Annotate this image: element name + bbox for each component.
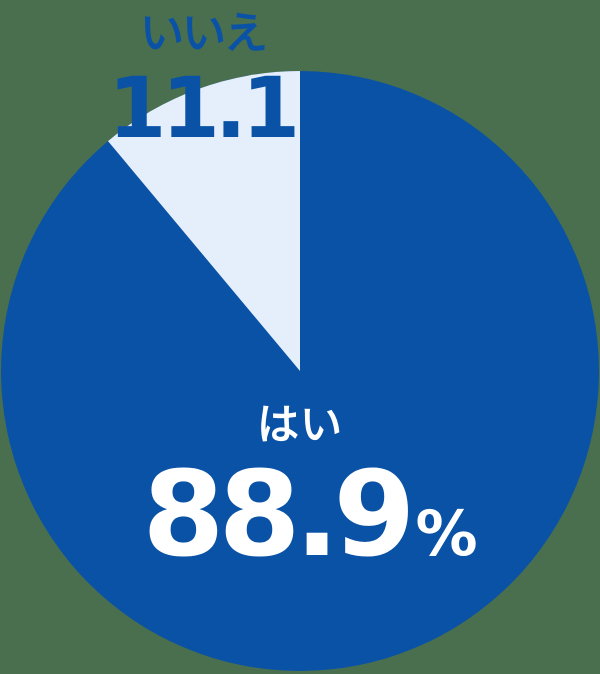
slice-value-no-number: 11.1 (108, 59, 300, 157)
slice-value-yes-number: 88.9 (142, 445, 415, 583)
slice-label-no: いいえ (140, 8, 268, 59)
slice-value-no: 11.1 % (108, 66, 343, 150)
percent-sign: % (415, 497, 478, 570)
pie-slice-no (108, 71, 300, 371)
percent-sign: % (299, 97, 344, 148)
slice-label-yes: はい (256, 400, 344, 449)
slice-value-yes: 88.9 % (142, 455, 477, 573)
